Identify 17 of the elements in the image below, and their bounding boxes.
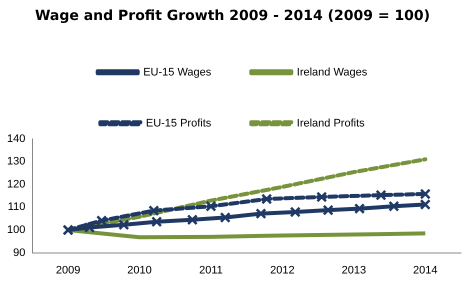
x-tick-label: 2013 <box>342 264 366 276</box>
legend-label: EU-15 Profits <box>146 117 212 130</box>
x-tick-label: 2010 <box>127 264 152 276</box>
legend-label: Ireland Profits <box>296 117 366 130</box>
x-tick-label: 2014 <box>413 264 438 276</box>
y-tick-label: 140 <box>6 132 26 145</box>
x-tick-label: 2012 <box>270 264 295 276</box>
y-tick-label: 110 <box>8 201 26 214</box>
y-tick-label: 90 <box>13 246 26 259</box>
x-tick-label: 2009 <box>56 264 80 276</box>
chart-title: Wage and Profit Growth 2009 - 2014 (2009 = 100) <box>34 8 430 24</box>
x-tick-label: 2011 <box>199 264 223 276</box>
y-tick-label: 130 <box>6 156 26 168</box>
y-tick-label: 120 <box>6 178 26 190</box>
legend-label: Ireland Wages <box>296 66 368 78</box>
y-tick-label: 100 <box>6 224 26 236</box>
legend-label: EU-15 Wages <box>143 66 212 78</box>
